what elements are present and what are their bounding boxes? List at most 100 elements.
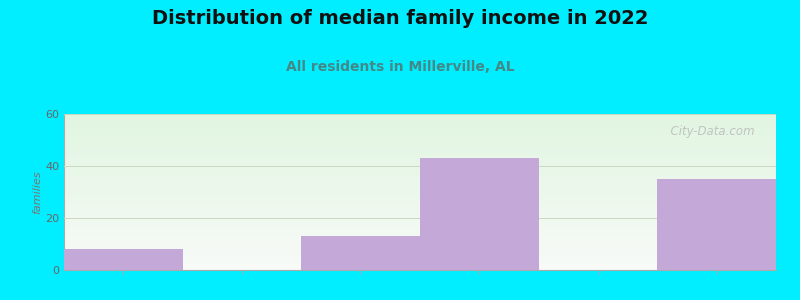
Bar bbox=[64, 181, 776, 182]
Bar bbox=[64, 133, 776, 134]
Bar bbox=[64, 176, 776, 177]
Bar bbox=[64, 249, 182, 270]
Bar bbox=[64, 170, 776, 171]
Bar bbox=[64, 225, 776, 226]
Bar bbox=[64, 246, 776, 247]
Bar bbox=[64, 129, 776, 130]
Bar bbox=[64, 267, 776, 268]
Bar bbox=[64, 229, 776, 230]
Bar bbox=[64, 217, 776, 218]
Bar bbox=[64, 206, 776, 207]
Bar bbox=[64, 250, 776, 251]
Bar bbox=[64, 197, 776, 198]
Bar bbox=[64, 260, 776, 261]
Bar bbox=[64, 221, 776, 222]
Bar bbox=[64, 138, 776, 139]
Bar bbox=[64, 119, 776, 120]
Bar bbox=[64, 213, 776, 214]
Bar bbox=[658, 179, 776, 270]
Bar bbox=[64, 163, 776, 164]
Bar bbox=[64, 151, 776, 152]
Bar bbox=[64, 256, 776, 257]
Bar bbox=[64, 125, 776, 126]
Bar bbox=[64, 146, 776, 147]
Bar bbox=[64, 201, 776, 202]
Bar bbox=[64, 265, 776, 266]
Bar bbox=[64, 182, 776, 183]
Bar bbox=[64, 183, 776, 184]
Bar bbox=[64, 120, 776, 121]
Bar bbox=[64, 209, 776, 210]
Bar bbox=[64, 171, 776, 172]
Bar bbox=[420, 158, 538, 270]
Bar bbox=[64, 224, 776, 225]
Bar bbox=[64, 149, 776, 150]
Bar bbox=[64, 115, 776, 116]
Bar bbox=[64, 184, 776, 185]
Bar bbox=[64, 261, 776, 262]
Bar bbox=[64, 243, 776, 244]
Text: Distribution of median family income in 2022: Distribution of median family income in … bbox=[152, 9, 648, 28]
Bar bbox=[64, 162, 776, 163]
Bar bbox=[64, 257, 776, 258]
Bar bbox=[64, 186, 776, 187]
Bar bbox=[64, 166, 776, 167]
Bar bbox=[64, 227, 776, 228]
Bar bbox=[64, 242, 776, 243]
Bar bbox=[64, 189, 776, 190]
Bar bbox=[64, 134, 776, 135]
Bar bbox=[64, 148, 776, 149]
Bar bbox=[64, 191, 776, 192]
Bar bbox=[64, 222, 776, 223]
Bar bbox=[64, 236, 776, 237]
Y-axis label: families: families bbox=[32, 170, 42, 214]
Bar bbox=[64, 137, 776, 138]
Bar bbox=[64, 203, 776, 204]
Bar bbox=[64, 254, 776, 255]
Bar bbox=[64, 193, 776, 194]
Bar bbox=[64, 198, 776, 199]
Bar bbox=[64, 259, 776, 260]
Text: All residents in Millerville, AL: All residents in Millerville, AL bbox=[286, 60, 514, 74]
Bar bbox=[64, 117, 776, 118]
Bar bbox=[64, 269, 776, 270]
Bar bbox=[64, 205, 776, 206]
Bar bbox=[64, 126, 776, 127]
Bar bbox=[64, 157, 776, 158]
Bar bbox=[64, 155, 776, 156]
Bar bbox=[64, 240, 776, 241]
Bar bbox=[64, 263, 776, 264]
Bar bbox=[64, 169, 776, 170]
Bar bbox=[64, 252, 776, 253]
Bar bbox=[64, 268, 776, 269]
Bar bbox=[64, 124, 776, 125]
Bar bbox=[64, 145, 776, 146]
Bar bbox=[64, 220, 776, 221]
Bar bbox=[64, 178, 776, 179]
Bar bbox=[64, 214, 776, 215]
Bar bbox=[64, 143, 776, 144]
Bar bbox=[64, 130, 776, 131]
Bar bbox=[64, 188, 776, 189]
Bar bbox=[64, 218, 776, 219]
Bar bbox=[64, 239, 776, 240]
Bar bbox=[64, 196, 776, 197]
Bar bbox=[64, 228, 776, 229]
Bar bbox=[64, 154, 776, 155]
Bar bbox=[64, 207, 776, 208]
Bar bbox=[64, 244, 776, 245]
Bar bbox=[64, 255, 776, 256]
Bar bbox=[64, 123, 776, 124]
Bar bbox=[64, 141, 776, 142]
Bar bbox=[64, 118, 776, 119]
Bar bbox=[64, 168, 776, 169]
Bar bbox=[64, 158, 776, 159]
Bar bbox=[64, 144, 776, 145]
Bar bbox=[64, 266, 776, 267]
Bar bbox=[64, 172, 776, 173]
Bar bbox=[64, 230, 776, 231]
Bar bbox=[64, 211, 776, 212]
Bar bbox=[64, 192, 776, 193]
Bar bbox=[302, 236, 420, 270]
Bar bbox=[64, 135, 776, 136]
